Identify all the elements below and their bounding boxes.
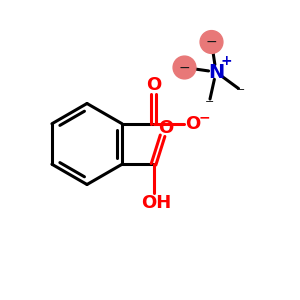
Text: −: − — [236, 85, 246, 95]
Text: −: − — [179, 61, 190, 74]
Text: −: − — [205, 97, 214, 107]
Text: O: O — [158, 119, 174, 137]
Text: N: N — [208, 62, 224, 82]
Text: −: − — [199, 110, 210, 124]
Circle shape — [200, 31, 223, 53]
Text: +: + — [221, 54, 232, 68]
Text: −: − — [206, 35, 217, 49]
Text: OH: OH — [141, 194, 172, 212]
Text: O: O — [185, 115, 201, 133]
Circle shape — [173, 56, 196, 79]
Text: O: O — [146, 76, 161, 94]
